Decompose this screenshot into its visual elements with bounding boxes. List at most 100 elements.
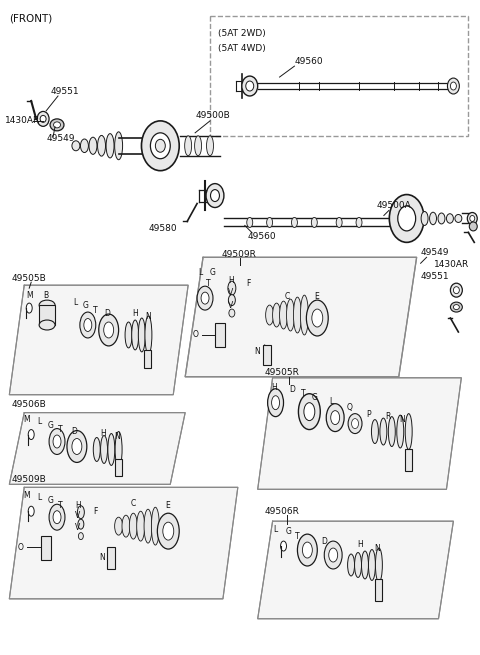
Ellipse shape — [201, 292, 209, 304]
Ellipse shape — [304, 403, 315, 421]
Ellipse shape — [144, 509, 152, 543]
Text: E: E — [314, 291, 319, 301]
Ellipse shape — [150, 133, 170, 159]
Ellipse shape — [280, 541, 287, 551]
Text: 49551: 49551 — [420, 272, 449, 281]
Ellipse shape — [194, 136, 202, 156]
Ellipse shape — [454, 287, 459, 293]
Ellipse shape — [287, 299, 294, 331]
Ellipse shape — [228, 295, 235, 306]
Text: 49505R: 49505R — [264, 368, 300, 377]
Ellipse shape — [77, 506, 84, 519]
Ellipse shape — [49, 428, 65, 455]
Ellipse shape — [229, 309, 235, 317]
Ellipse shape — [197, 286, 213, 310]
Text: 49509B: 49509B — [12, 475, 46, 484]
Bar — [144, 350, 151, 368]
Ellipse shape — [80, 312, 96, 338]
Ellipse shape — [132, 320, 139, 350]
Ellipse shape — [388, 417, 396, 447]
Ellipse shape — [40, 115, 46, 122]
Text: 1430AR: 1430AR — [433, 260, 469, 269]
Ellipse shape — [348, 414, 362, 434]
Ellipse shape — [331, 411, 340, 424]
Text: V: V — [75, 523, 80, 532]
Ellipse shape — [293, 297, 301, 333]
Text: D: D — [71, 427, 77, 436]
Text: 49506B: 49506B — [12, 400, 46, 409]
Ellipse shape — [39, 320, 55, 330]
Ellipse shape — [336, 217, 342, 227]
Ellipse shape — [108, 434, 115, 466]
Ellipse shape — [72, 141, 80, 151]
Ellipse shape — [455, 214, 462, 223]
Text: M: M — [26, 291, 33, 299]
Ellipse shape — [302, 542, 312, 558]
Ellipse shape — [272, 396, 279, 409]
Ellipse shape — [37, 111, 49, 126]
Ellipse shape — [206, 183, 224, 208]
Ellipse shape — [324, 541, 342, 569]
Text: E: E — [165, 500, 170, 510]
Ellipse shape — [450, 302, 462, 312]
Text: V: V — [228, 301, 233, 310]
Text: M: M — [23, 491, 30, 500]
Ellipse shape — [49, 504, 65, 530]
Ellipse shape — [53, 435, 61, 448]
Ellipse shape — [279, 301, 288, 329]
Text: G: G — [48, 496, 54, 505]
Ellipse shape — [306, 300, 328, 336]
Ellipse shape — [242, 76, 258, 96]
Ellipse shape — [454, 305, 459, 310]
Text: G: G — [210, 268, 216, 276]
Ellipse shape — [329, 548, 337, 562]
Text: D: D — [321, 536, 327, 546]
Ellipse shape — [266, 217, 273, 227]
Text: L: L — [37, 417, 41, 426]
Bar — [39, 305, 55, 325]
Text: F: F — [246, 278, 250, 288]
Ellipse shape — [206, 136, 214, 156]
Ellipse shape — [78, 533, 84, 540]
Ellipse shape — [361, 551, 369, 579]
Ellipse shape — [355, 553, 361, 578]
Ellipse shape — [81, 139, 88, 153]
Text: N: N — [100, 553, 106, 561]
Ellipse shape — [50, 119, 64, 131]
Text: 49500B: 49500B — [195, 111, 230, 121]
Text: O: O — [193, 331, 199, 339]
Ellipse shape — [54, 122, 60, 128]
Ellipse shape — [291, 217, 298, 227]
Text: 49509R: 49509R — [222, 250, 257, 259]
Ellipse shape — [84, 318, 92, 331]
Text: N: N — [255, 347, 261, 356]
Ellipse shape — [211, 189, 219, 202]
Ellipse shape — [468, 212, 477, 225]
Text: 49549: 49549 — [46, 134, 74, 143]
Text: N: N — [145, 312, 151, 320]
Ellipse shape — [430, 212, 436, 225]
Polygon shape — [258, 521, 454, 619]
Text: N: N — [399, 415, 405, 424]
Text: N: N — [374, 544, 380, 553]
Text: (FRONT): (FRONT) — [9, 13, 53, 24]
Text: F: F — [93, 507, 97, 515]
Ellipse shape — [369, 550, 375, 580]
Ellipse shape — [298, 534, 317, 566]
Ellipse shape — [122, 515, 130, 537]
Text: T: T — [296, 532, 300, 540]
Ellipse shape — [104, 322, 114, 338]
Ellipse shape — [356, 217, 362, 227]
Ellipse shape — [273, 303, 280, 327]
Text: V: V — [75, 511, 80, 519]
Ellipse shape — [265, 305, 274, 325]
Ellipse shape — [53, 511, 61, 523]
Text: 1430AR: 1430AR — [5, 117, 41, 125]
Text: G: G — [48, 421, 54, 430]
Ellipse shape — [421, 212, 428, 225]
Bar — [405, 449, 412, 472]
Ellipse shape — [156, 140, 165, 152]
Ellipse shape — [438, 213, 445, 224]
Ellipse shape — [450, 82, 456, 90]
Text: H: H — [101, 429, 107, 438]
